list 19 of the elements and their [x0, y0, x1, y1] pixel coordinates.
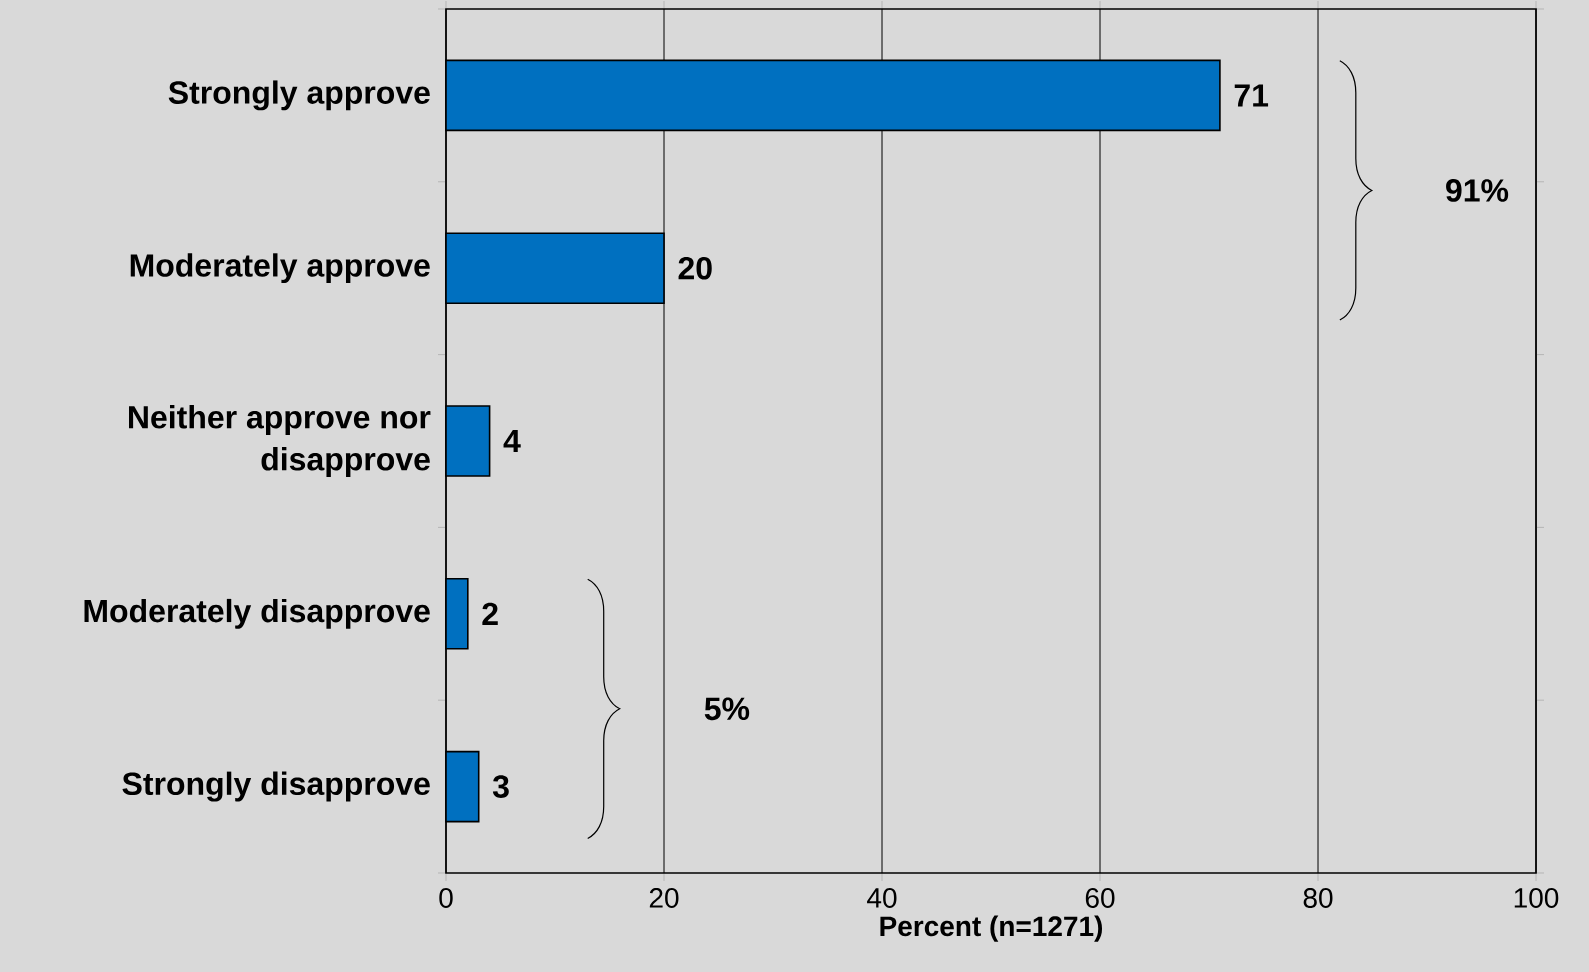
y-tick-label: Moderately disapprove — [84, 598, 430, 629]
x-tick-label: 80 — [1303, 888, 1333, 908]
y-tick-label: Moderately approve — [130, 253, 430, 284]
x-tick-label: 0 — [439, 888, 453, 908]
y-tick-label: Strongly disapprove — [122, 771, 430, 802]
x-tick-label: 60 — [1085, 888, 1115, 908]
x-tick-label: 100 — [1514, 888, 1559, 908]
annotation: 91% — [1446, 179, 1509, 202]
x-tick-label: 20 — [649, 888, 679, 908]
annotation: 5% — [704, 697, 750, 721]
data-label: 3 — [492, 775, 509, 798]
data-label: 2 — [482, 602, 498, 625]
data-label: 71 — [1234, 84, 1269, 107]
x-axis-title: Percent (n=1271) — [880, 915, 1103, 942]
x-tick-label: 40 — [867, 888, 897, 908]
data-label: 20 — [678, 256, 712, 280]
y-tick-label: Neither approve nor disapprove — [129, 405, 431, 477]
y-tick-label: Strongly approve — [168, 80, 430, 111]
data-label: 4 — [503, 429, 521, 452]
